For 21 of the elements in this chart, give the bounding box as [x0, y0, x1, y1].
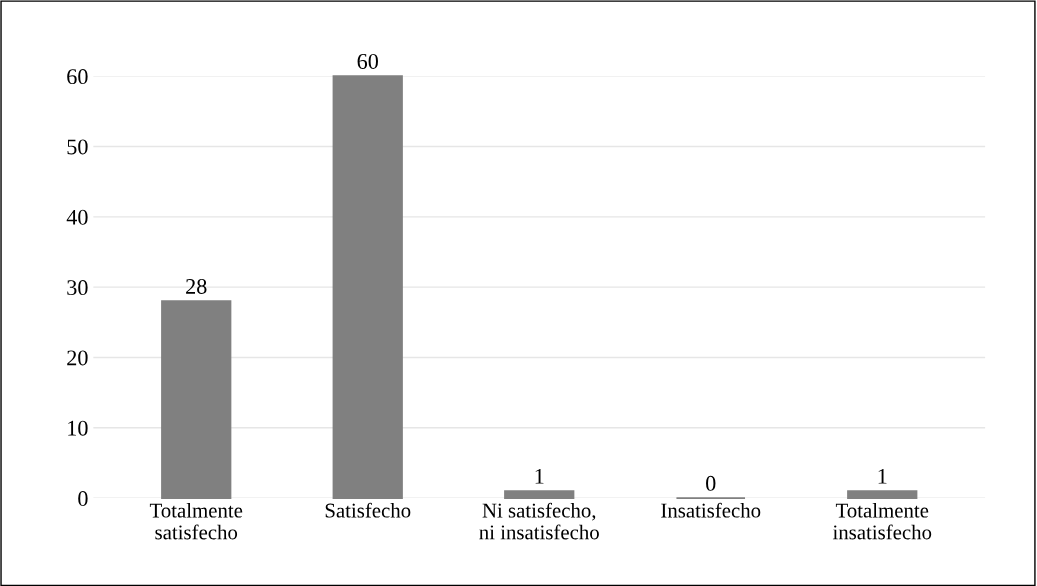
x-tick-label: Totalmente insatisfecho [832, 502, 932, 540]
data-label: 1 [878, 468, 887, 484]
y-tick-label: 10 [68, 420, 88, 436]
bar [504, 490, 575, 499]
y-tick-label: 60 [67, 69, 88, 85]
data-label: 0 [706, 475, 716, 491]
y-tick-label: 50 [67, 139, 88, 155]
bar [161, 300, 232, 499]
y-tick-label: 40 [66, 209, 88, 225]
bar [847, 490, 918, 499]
x-tick-label: Satisfecho [325, 502, 411, 518]
data-label: 28 [186, 278, 207, 294]
x-tick-label: Ni satisfecho, ni insatisfecho [479, 502, 599, 540]
x-tick-label: Insatisfecho [661, 502, 761, 518]
bar [332, 75, 403, 499]
y-tick-label: 0 [78, 491, 88, 507]
x-tick-label: Totalmente satisfecho [149, 502, 243, 540]
y-tick-label: 30 [67, 280, 88, 296]
data-label: 60 [357, 53, 378, 69]
data-label: 1 [535, 468, 544, 484]
y-tick-label: 20 [67, 350, 88, 366]
